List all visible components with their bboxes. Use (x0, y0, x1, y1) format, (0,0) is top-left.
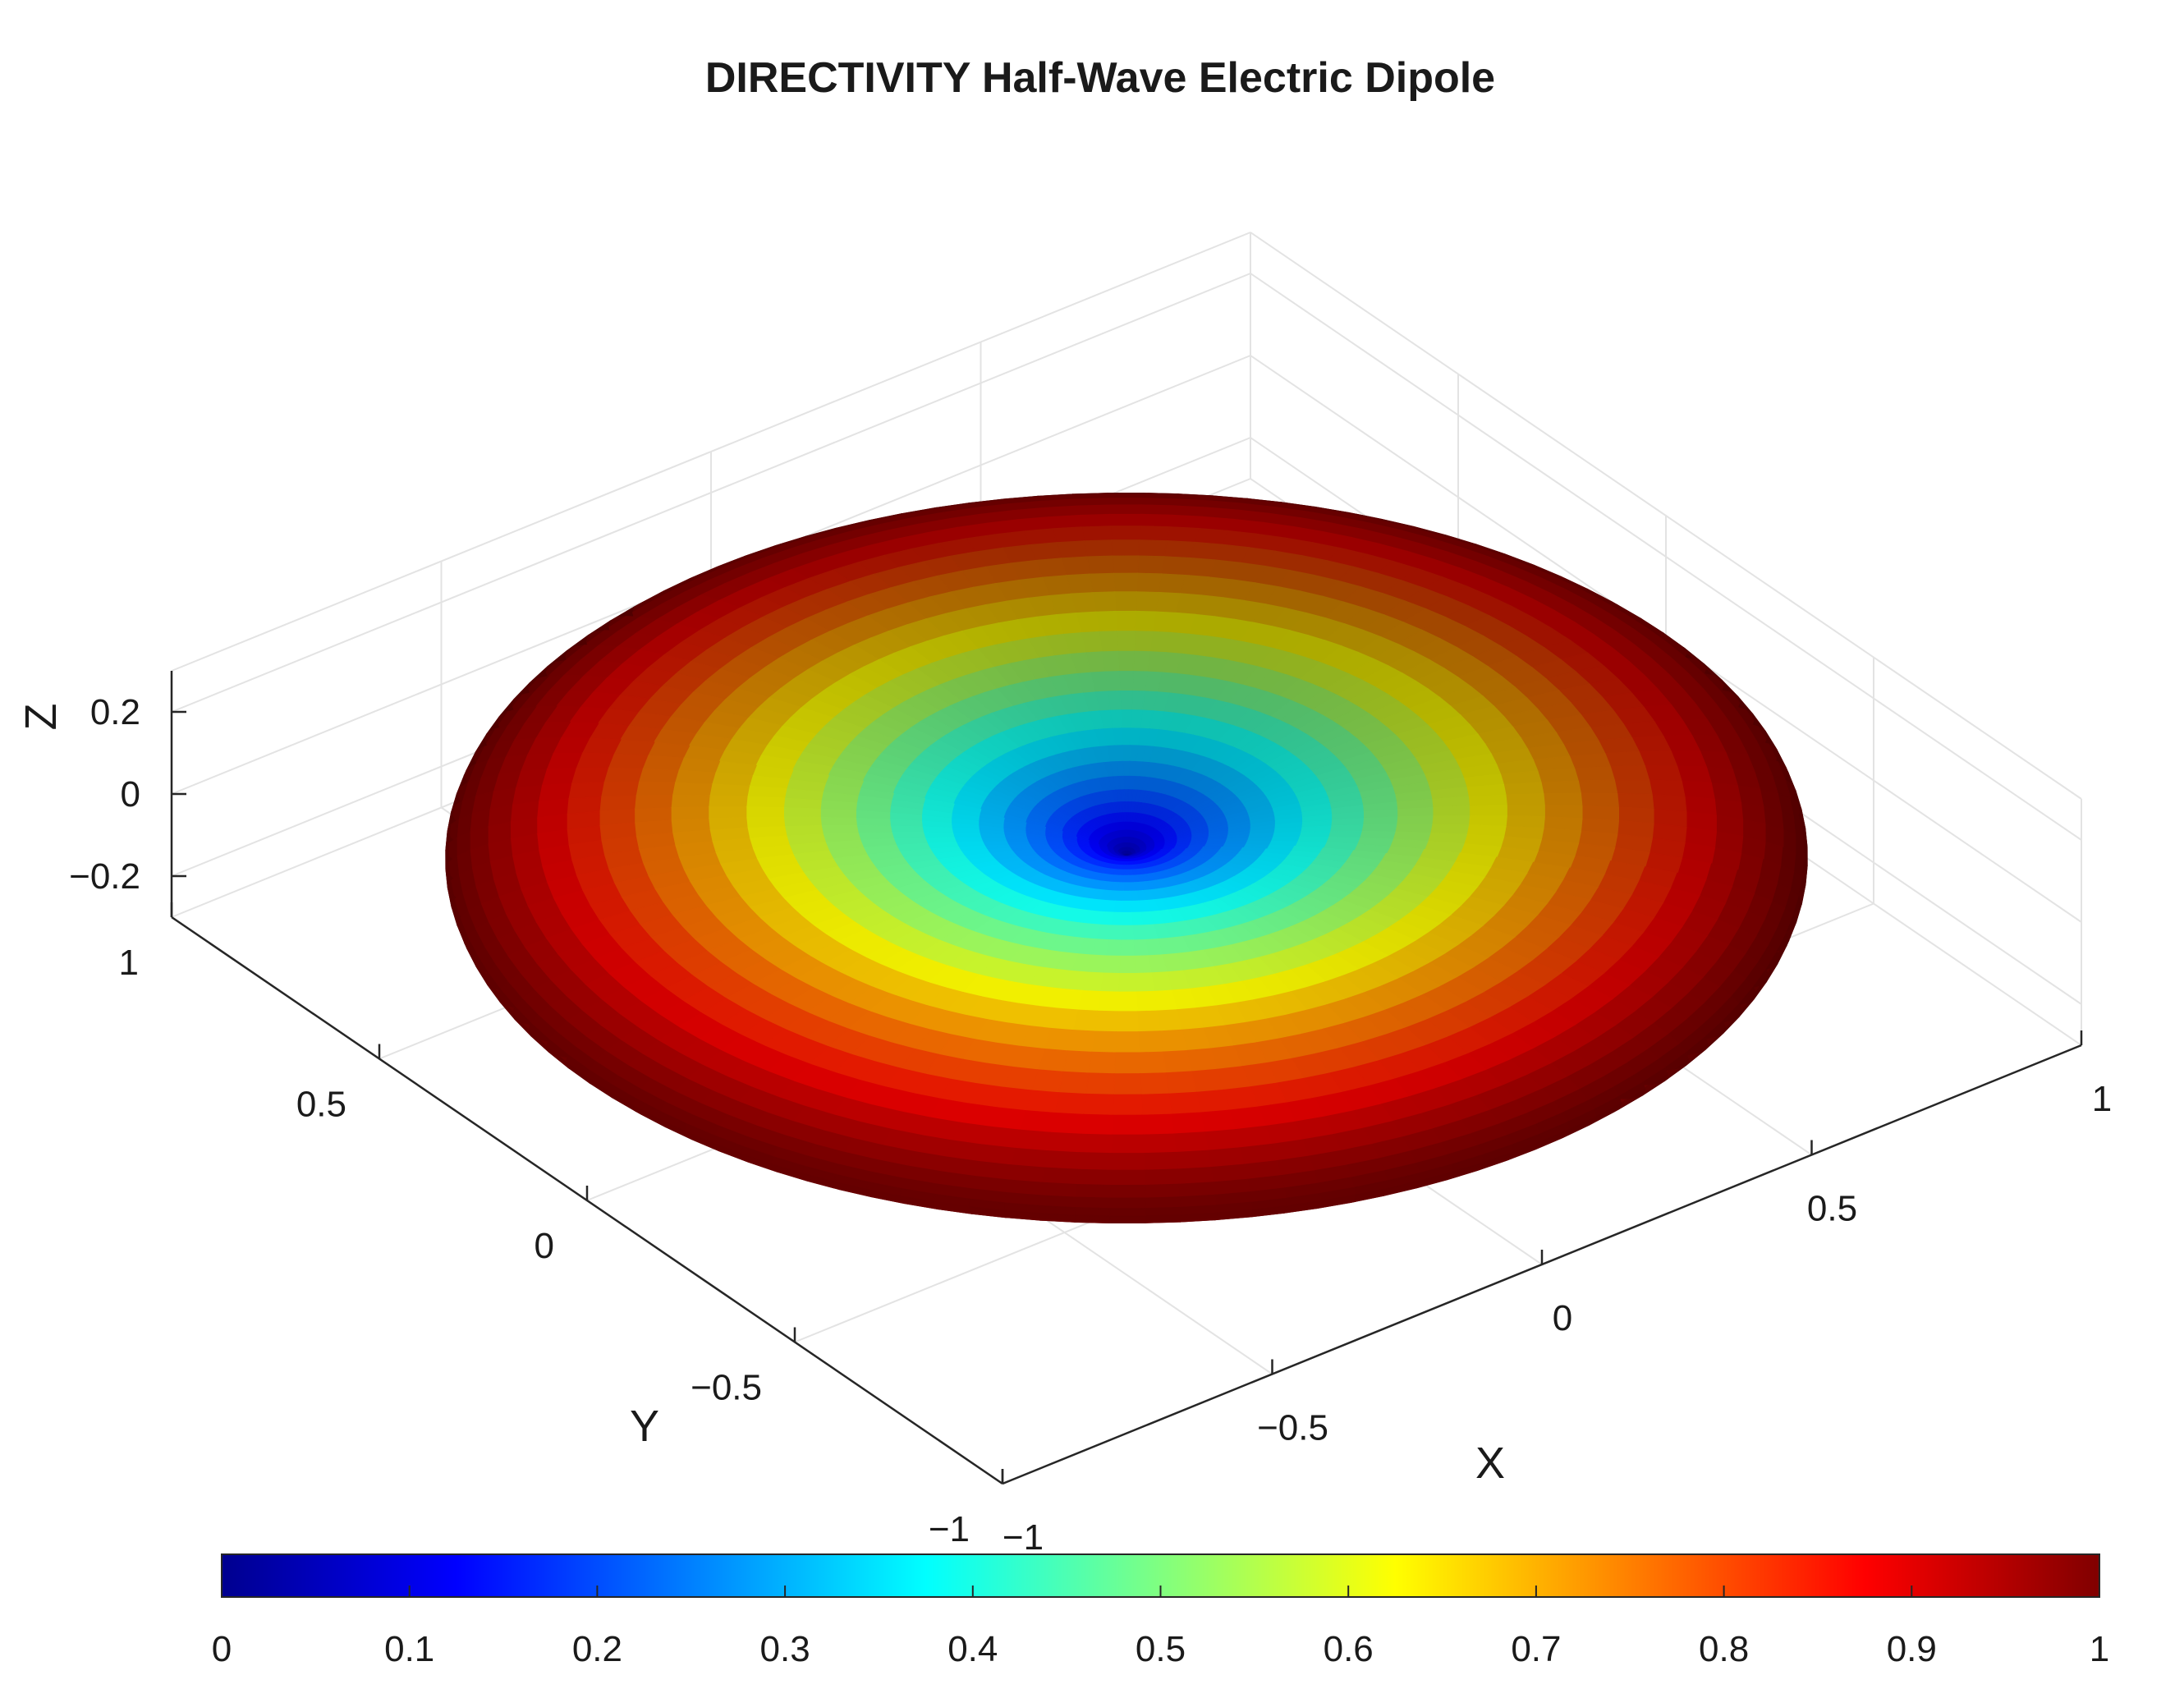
surface-patch (1120, 709, 1132, 729)
surface-patch (1122, 745, 1131, 763)
surface-patch (1129, 727, 1141, 746)
surface-patch (1361, 816, 1398, 826)
surface-patch (1081, 525, 1113, 542)
surface-patch (1168, 514, 1204, 530)
chart-title: DIRECTIVITY Half-Wave Electric Dipole (705, 54, 1495, 102)
surface-patch (1140, 504, 1175, 516)
axes (170, 671, 2083, 1485)
surface-patch (607, 753, 649, 769)
surface-patch (1597, 737, 1640, 755)
surface-patch (1111, 539, 1140, 557)
surface-patch (1271, 831, 1301, 838)
surface-patch (1298, 831, 1331, 838)
surface-patch (1115, 610, 1136, 632)
surface-patch (1568, 752, 1612, 769)
surface-patch (1467, 815, 1507, 827)
surface-patch (1131, 691, 1145, 711)
surface-patch (1467, 794, 1507, 807)
surface-patch (1118, 671, 1134, 692)
surface-patch (1113, 572, 1139, 593)
surface-patch (1431, 815, 1471, 826)
surface-patch (1166, 526, 1200, 544)
surface-patch (1604, 750, 1646, 768)
surface-patch (1086, 555, 1115, 575)
surface-patch (1396, 815, 1434, 825)
surface-patch (1131, 671, 1148, 692)
surface-patch (1577, 779, 1618, 795)
grid-line (1250, 232, 2082, 800)
surface-patch (1163, 540, 1195, 559)
surface-patch (1136, 555, 1165, 575)
surface-patch (1134, 610, 1157, 632)
surface-patch (1158, 573, 1186, 594)
surface-patch (1536, 768, 1580, 783)
surface-patch (1089, 572, 1116, 594)
surface-patch (1160, 556, 1191, 576)
surface-patch (1112, 555, 1140, 574)
surface-patch (1432, 805, 1471, 817)
surface-patch (1154, 591, 1181, 614)
surface-patch (1092, 591, 1117, 613)
surface-patch (1648, 779, 1686, 797)
surface-patch (1506, 805, 1545, 818)
surface-patch (1129, 745, 1139, 763)
surface-patch (1140, 513, 1172, 528)
surface-patch (1109, 513, 1142, 527)
surface-patch (1095, 610, 1117, 633)
grid-line (171, 232, 1251, 672)
surface-patch (1503, 782, 1544, 796)
surface-patch (641, 755, 684, 771)
surface-patch (1543, 792, 1583, 806)
surface-patch (1676, 765, 1713, 784)
surface-patch (1468, 805, 1507, 817)
surface-patch (1114, 591, 1138, 613)
surface-patch (1193, 527, 1228, 545)
surface-patch (1396, 806, 1434, 818)
surface-patch (1573, 766, 1616, 782)
surface-patch (1644, 765, 1682, 782)
surface-patch (1107, 493, 1144, 499)
surface-patch (1128, 760, 1137, 778)
surface-patch (1076, 504, 1111, 516)
surface-patch (1130, 709, 1143, 729)
surface-patch (1116, 631, 1136, 652)
surface-patch (1078, 513, 1112, 528)
surface-patch (1544, 805, 1583, 819)
grid-line (171, 273, 1251, 713)
surface-patch (1108, 504, 1142, 516)
surface-patch (1083, 539, 1113, 558)
surface-patch (1613, 779, 1653, 796)
surface-patch (1360, 824, 1397, 833)
surface-patch (575, 752, 615, 769)
surface-patch (1638, 750, 1678, 767)
surface-patch (1110, 525, 1141, 541)
surface-patch (1135, 591, 1159, 613)
surface-patch (1108, 498, 1143, 506)
surface-patch (1117, 650, 1135, 672)
surface-patch (1121, 727, 1131, 746)
surface-patch (1617, 792, 1654, 810)
surface-patch (1189, 541, 1223, 561)
surface-patch (1137, 539, 1168, 558)
surface-patch (1136, 572, 1163, 594)
surface-patch (1132, 650, 1151, 672)
surface-patch (1609, 765, 1650, 781)
surface-patch (1505, 793, 1545, 806)
surface-patch (1133, 631, 1154, 653)
surface-patch (1328, 824, 1364, 833)
surface-patch (1540, 780, 1582, 795)
surface-patch (1048, 514, 1082, 530)
surface-patch (1139, 525, 1171, 542)
surface-patch (1246, 836, 1273, 842)
surface-patch (1119, 691, 1133, 711)
surface-patch (1580, 792, 1620, 808)
surface-patch (1056, 540, 1088, 559)
surface-patch (1051, 526, 1085, 544)
grid-line (1250, 273, 2082, 841)
directivity-surface (445, 493, 1808, 1223)
